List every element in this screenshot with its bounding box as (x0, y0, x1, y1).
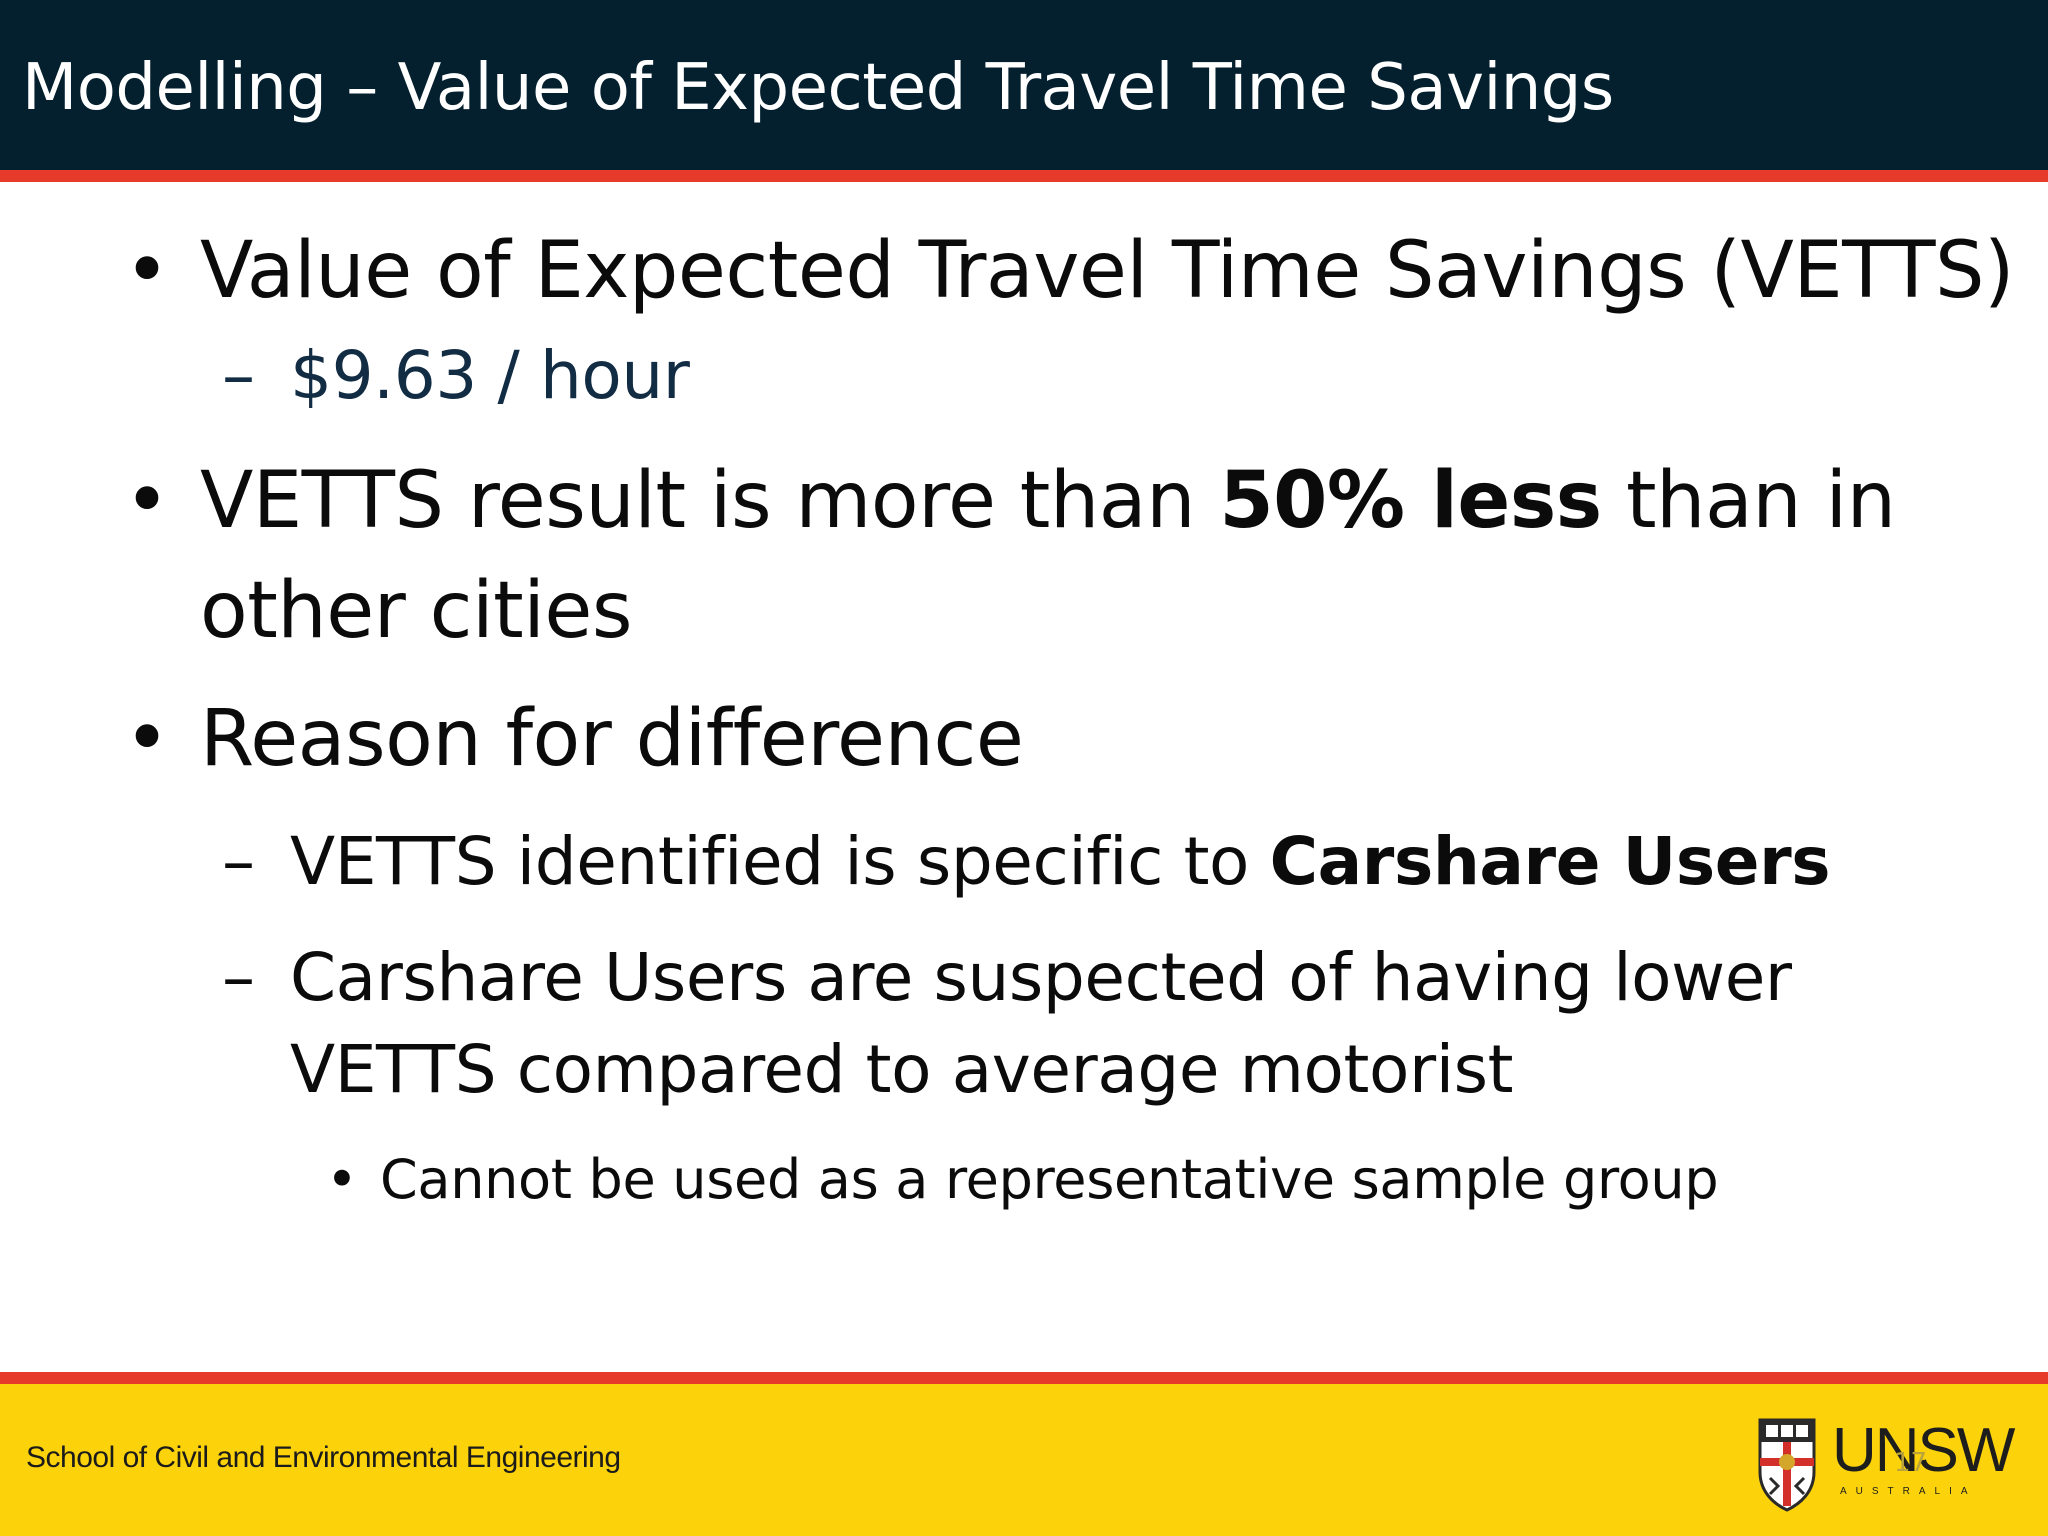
bullet-marker: • (326, 1148, 358, 1211)
bullet-marker: • (124, 226, 170, 316)
slide-footer: School of Civil and Environmental Engine… (0, 1384, 2048, 1536)
bullet-marker: • (124, 456, 170, 546)
unsw-crest-icon (1758, 1418, 1816, 1512)
emphasis-text: Carshare Users (1269, 823, 1831, 900)
dash-marker: – (222, 823, 255, 900)
sub-bullet-vetts-value: $9.63 / hour (290, 337, 690, 414)
bullet-vetts-comparison-line-2: other cities (200, 566, 633, 656)
sub-sub-bullet-sample-group: Cannot be used as a representative sampl… (380, 1148, 1719, 1211)
logo-subtext: AUSTRALIA (1840, 1486, 1977, 1497)
text-segment: VETTS result is more than (200, 456, 1220, 546)
bullet-vetts-comparison: VETTS result is more than 50% less than … (200, 446, 1896, 556)
text-segment: than in (1601, 456, 1896, 546)
dash-marker: – (222, 939, 255, 1016)
sub-bullet-lower-vetts-line-2: VETTS compared to average motorist (290, 1031, 1514, 1108)
bullet-marker: • (124, 694, 170, 784)
bullet-vetts-definition: Value of Expected Travel Time Savings (V… (200, 226, 2014, 316)
text-segment: VETTS identified is specific to (290, 823, 1270, 900)
unsw-logo: UNSW AUSTRALIA (1756, 1416, 2016, 1516)
header-divider (0, 170, 2048, 182)
slide-header: Modelling – Value of Expected Travel Tim… (0, 0, 2048, 170)
slide-content: • Value of Expected Travel Time Savings … (0, 182, 2048, 1372)
page-number: 17 (1894, 1448, 1928, 1478)
logo-wordmark: UNSW (1832, 1416, 2015, 1485)
footer-divider (0, 1372, 2048, 1384)
dash-marker: – (222, 337, 255, 414)
sub-bullet-carshare-specific: VETTS identified is specific to Carshare… (290, 816, 1831, 908)
sub-bullet-lower-vetts: Carshare Users are suspected of having l… (290, 939, 1792, 1016)
bullet-reason: Reason for difference (200, 694, 1024, 784)
emphasis-text: 50% less (1219, 456, 1602, 546)
slide-title: Modelling – Value of Expected Travel Tim… (22, 51, 1614, 125)
school-name: School of Civil and Environmental Engine… (26, 1441, 621, 1474)
